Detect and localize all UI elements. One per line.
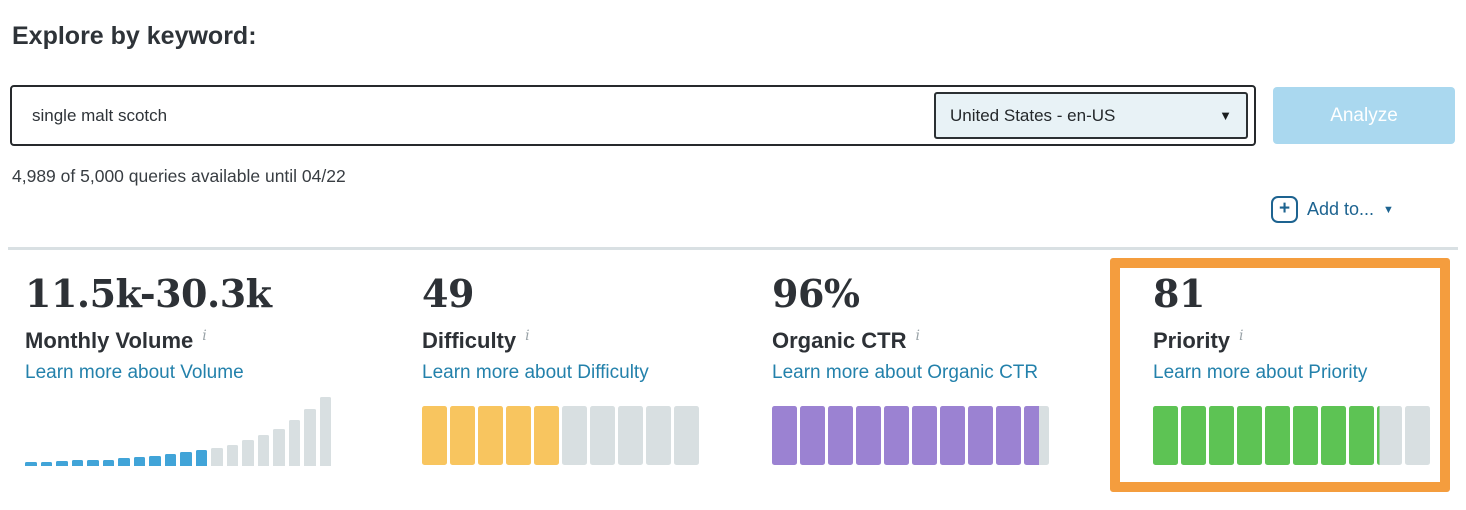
metric-card-monthly-volume: 11.5k-30.3k Monthly Volume i Learn more …: [25, 272, 370, 466]
gauge-segment: [828, 406, 853, 465]
gauge-segment: [646, 406, 671, 465]
gauge-segment: [1265, 406, 1290, 465]
query-quota-text: 4,989 of 5,000 queries available until 0…: [12, 166, 346, 186]
learn-more-difficulty-link[interactable]: Learn more about Difficulty: [422, 362, 649, 383]
mini-bar: [25, 462, 37, 466]
gauge-segment: [1349, 406, 1374, 465]
gauge-segment: [590, 406, 615, 465]
mini-bar: [273, 429, 285, 466]
mini-bar: [164, 453, 176, 466]
mini-bar: [71, 460, 83, 466]
mini-bar: [211, 447, 223, 466]
gauge-segment: [912, 406, 937, 465]
page-title: Explore by keyword:: [12, 22, 257, 50]
difficulty-label: Difficulty: [422, 328, 517, 353]
mini-bar: [133, 457, 145, 466]
gauge-segment: [1293, 406, 1318, 465]
priority-value: 81: [1153, 271, 1205, 316]
difficulty-value: 49: [422, 271, 474, 316]
metric-card-priority: 81 Priority i Learn more about Priority: [1153, 272, 1433, 465]
gauge-segment: [1405, 406, 1430, 465]
info-icon[interactable]: i: [202, 328, 207, 344]
learn-more-priority-link[interactable]: Learn more about Priority: [1153, 362, 1368, 383]
gauge-segment: [478, 406, 503, 465]
gauge-segment: [1209, 406, 1234, 465]
gauge-segment: [856, 406, 881, 465]
mini-bar: [195, 449, 207, 466]
locale-select[interactable]: United States - en-US ▼: [934, 92, 1248, 139]
mini-bar: [40, 462, 52, 466]
analyze-button[interactable]: Analyze: [1273, 87, 1455, 144]
mini-bar: [149, 456, 161, 466]
gauge-segment: [1181, 406, 1206, 465]
organic-ctr-value: 96%: [772, 271, 860, 316]
gauge-segment: [884, 406, 909, 465]
gauge-segment: [562, 406, 587, 465]
learn-more-volume-link[interactable]: Learn more about Volume: [25, 362, 244, 383]
metric-card-difficulty: 49 Difficulty i Learn more about Difficu…: [422, 272, 767, 465]
monthly-volume-label: Monthly Volume: [25, 328, 194, 353]
volume-mini-chart: [25, 395, 332, 466]
mini-bar: [257, 435, 269, 466]
metric-card-organic-ctr: 96% Organic CTR i Learn more about Organ…: [772, 272, 1117, 465]
info-icon[interactable]: i: [1239, 328, 1244, 344]
mini-bar: [87, 460, 99, 466]
info-icon[interactable]: i: [525, 328, 530, 344]
gauge-segment: [674, 406, 699, 465]
chevron-down-icon: ▼: [1219, 108, 1232, 123]
add-to-button[interactable]: + Add to... ▼: [1271, 196, 1394, 223]
priority-label: Priority: [1153, 328, 1231, 353]
gauge-segment: [534, 406, 559, 465]
priority-gauge: [1153, 406, 1430, 465]
difficulty-gauge: [422, 406, 699, 465]
monthly-volume-value: 11.5k-30.3k: [25, 271, 272, 316]
gauge-segment: [940, 406, 965, 465]
locale-selected-value: United States - en-US: [950, 105, 1116, 125]
gauge-segment: [1153, 406, 1178, 465]
mini-bar: [288, 419, 300, 466]
mini-bar: [319, 397, 331, 466]
organic-ctr-gauge: [772, 406, 1049, 465]
gauge-segment: [1024, 406, 1049, 465]
gauge-segment: [450, 406, 475, 465]
gauge-segment: [996, 406, 1021, 465]
gauge-segment: [618, 406, 643, 465]
section-divider: [8, 247, 1458, 250]
mini-bar: [118, 458, 130, 466]
gauge-segment: [968, 406, 993, 465]
learn-more-organic-ctr-link[interactable]: Learn more about Organic CTR: [772, 362, 1039, 383]
mini-bar: [226, 445, 238, 466]
gauge-segment: [772, 406, 797, 465]
mini-bar: [180, 451, 192, 466]
info-icon[interactable]: i: [915, 328, 920, 344]
organic-ctr-label: Organic CTR: [772, 328, 907, 353]
gauge-segment: [1377, 406, 1402, 465]
gauge-segment: [1321, 406, 1346, 465]
gauge-segment: [800, 406, 825, 465]
gauge-segment: [506, 406, 531, 465]
gauge-segment: [422, 406, 447, 465]
mini-bar: [304, 409, 316, 466]
plus-icon: +: [1271, 196, 1298, 223]
add-to-label: Add to...: [1307, 199, 1375, 219]
mini-bar: [102, 459, 114, 466]
mini-bar: [242, 440, 254, 466]
chevron-down-icon: ▼: [1383, 204, 1394, 216]
gauge-segment: [1237, 406, 1262, 465]
priority-highlight-outline: [1110, 258, 1450, 492]
mini-bar: [56, 461, 68, 466]
